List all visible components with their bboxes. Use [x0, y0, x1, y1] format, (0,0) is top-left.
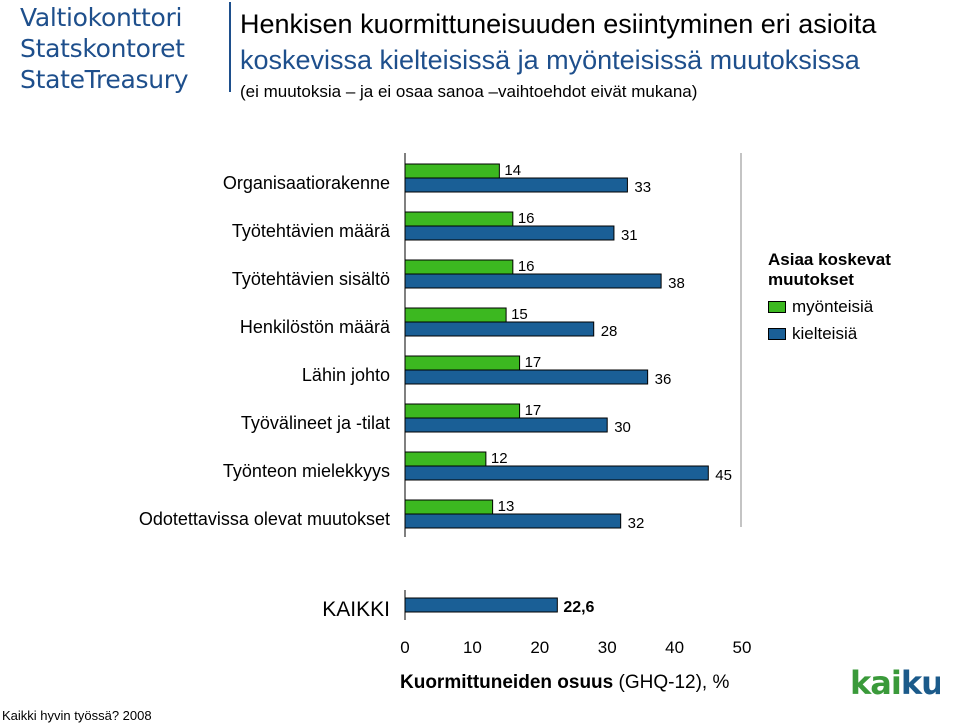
bar-negative — [404, 225, 615, 241]
bar-negative — [404, 465, 709, 481]
x-tick-label: 20 — [530, 638, 549, 657]
bar-negative — [404, 273, 662, 289]
logo-line-sv: Statskontoret — [20, 34, 185, 63]
value-label-positive: 14 — [504, 162, 521, 179]
legend: Asiaa koskevat muutokset myönteisiä kiel… — [768, 250, 938, 344]
x-tick-label: 50 — [733, 638, 752, 657]
category-label: Työvälineet ja -tilat — [241, 413, 390, 433]
value-label-positive: 13 — [498, 498, 515, 515]
bar-positive — [404, 211, 514, 227]
legend-swatch-negative — [768, 328, 786, 340]
value-label-negative: 31 — [621, 227, 638, 244]
legend-title: Asiaa koskevat muutokset — [768, 250, 891, 289]
bar-positive — [404, 259, 514, 275]
value-label-negative: 33 — [634, 179, 651, 196]
kaiku-logo-letter: k — [901, 664, 923, 700]
category-label: Odotettavissa olevat muutokset — [139, 509, 390, 529]
value-label-positive: 17 — [525, 354, 542, 371]
category-label: Henkilöstön määrä — [240, 317, 391, 337]
bar-positive — [404, 499, 494, 515]
category-labels: Organisaatiorakenne Työtehtävien määrä Työ… — [139, 173, 391, 621]
value-label-positive: 16 — [518, 210, 535, 227]
legend-item-positive: myönteisiä — [768, 297, 938, 317]
bar-negative — [404, 417, 608, 433]
x-tick-label: 10 — [463, 638, 482, 657]
bar-positive — [404, 403, 521, 419]
x-axis-title-unit: (GHQ-12), % — [618, 672, 730, 693]
value-label-positive: 16 — [518, 258, 535, 275]
bar-positive — [404, 355, 521, 371]
value-label-positive: 17 — [525, 402, 542, 419]
chart-title-line2: koskevissa kielteisissä ja myönteisissä … — [240, 45, 860, 75]
value-label-negative: 32 — [628, 515, 645, 532]
bars — [404, 163, 709, 613]
category-label: Organisaatiorakenne — [223, 173, 390, 193]
value-label-total: 22,6 — [563, 599, 594, 616]
kaiku-logo-letter: a — [870, 664, 891, 700]
bar-negative — [404, 369, 649, 385]
kaiku-logo-letter: i — [891, 664, 901, 700]
value-label-positive: 12 — [491, 450, 508, 467]
value-label-negative: 36 — [655, 371, 672, 388]
total-label: KAIKKI — [322, 598, 390, 621]
logo-separator — [229, 2, 231, 92]
value-label-negative: 38 — [668, 275, 685, 292]
category-label: Työnteon mielekkyys — [223, 461, 390, 481]
value-labels: 14 33 16 31 16 38 15 28 17 36 17 30 12 45 13 32 22,6 — [491, 162, 732, 616]
legend-label-positive: myönteisiä — [792, 297, 874, 316]
x-tick-label: 0 — [400, 638, 409, 657]
category-label: Työtehtävien määrä — [232, 221, 391, 241]
value-label-negative: 45 — [715, 467, 732, 484]
bar-total — [404, 597, 558, 613]
value-label-negative: 28 — [601, 323, 618, 340]
kaiku-logo-letter: k — [850, 664, 872, 700]
x-axis-title: Kuormittuneiden osuus (GHQ-12), % — [400, 672, 729, 694]
bar-negative — [404, 513, 622, 529]
valtiokonttori-logo: Valtiokonttori Statskontoret StateTreasu… — [20, 2, 220, 95]
bar-positive — [404, 451, 487, 467]
kaiku-logo-letter: u — [921, 664, 940, 700]
kaiku-logo: kaiku — [850, 664, 940, 700]
svg-text:kaiku: kaiku — [850, 664, 940, 700]
x-axis: 0 10 20 30 40 50 — [400, 153, 751, 657]
chart-title-line1: Henkisen kuormittuneisuuden esiintyminen… — [240, 9, 877, 39]
legend-item-negative: kielteisiä — [768, 324, 938, 344]
source-note: Kaikki hyvin työssä? 2008 — [2, 708, 152, 723]
category-label: Lähin johto — [302, 365, 390, 385]
logo-line-fi: Valtiokonttori — [20, 3, 183, 32]
category-label: Työtehtävien sisältö — [232, 269, 390, 289]
value-label-positive: 15 — [511, 306, 528, 323]
bar-negative — [404, 321, 595, 337]
legend-label-negative: kielteisiä — [792, 324, 858, 343]
bar-positive — [404, 163, 500, 179]
chart-subtitle: (ei muutoksia – ja ei osaa sanoa –vaihto… — [240, 82, 698, 101]
legend-swatch-positive — [768, 301, 786, 313]
x-axis-title-bold: Kuormittuneiden osuus — [400, 672, 614, 693]
logo-line-en: StateTreasury — [20, 65, 189, 94]
x-tick-label: 30 — [598, 638, 617, 657]
bar-positive — [404, 307, 507, 323]
bar-negative — [404, 177, 628, 193]
value-label-negative: 30 — [614, 419, 631, 436]
x-tick-label: 40 — [665, 638, 684, 657]
